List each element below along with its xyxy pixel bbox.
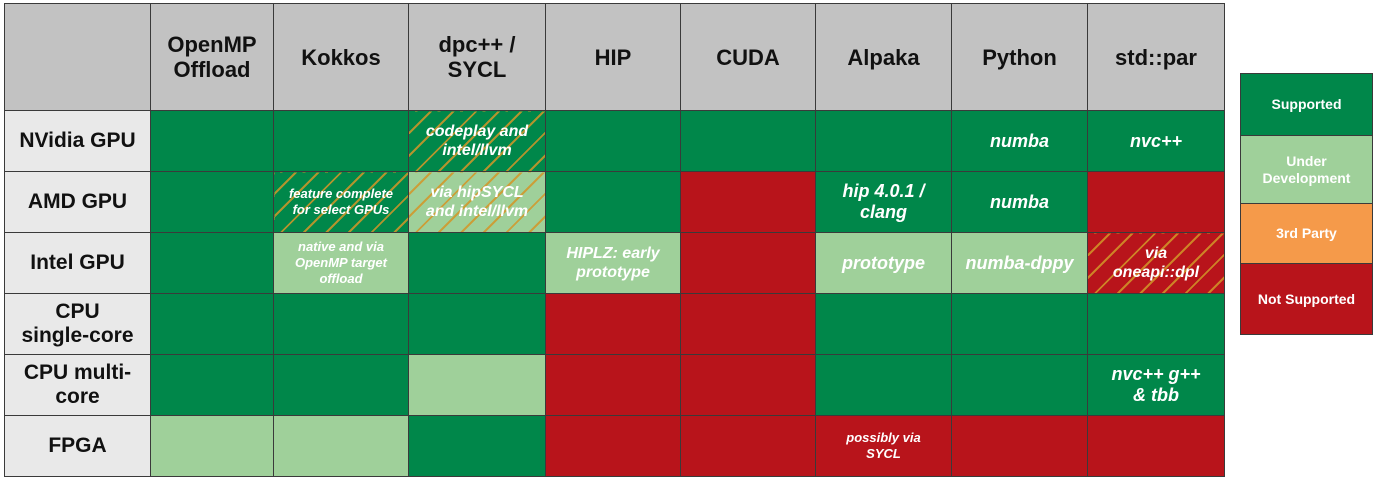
legend-label: Not Supported: [1257, 290, 1356, 307]
row-header-amd-gpu: AMD GPU: [4, 171, 151, 233]
cell-fpga-cuda: [680, 415, 816, 477]
cell-nvidia-gpu-std-par: nvc++: [1087, 110, 1225, 172]
cell-note: native and via OpenMP target offload: [295, 239, 387, 286]
column-header-dpcpp-sycl: dpc++ / SYCL: [408, 3, 546, 111]
matrix-row-nvidia-gpu: NVidia GPU codeplay and intel/llvm numba nv…: [4, 110, 1225, 172]
cell-note: via hipSYCL and intel/llvm: [425, 184, 529, 220]
cell-cpu-single-core-python: [951, 293, 1088, 355]
cell-nvidia-gpu-hip: [545, 110, 681, 172]
cell-note: hip 4.0.1 / clang: [842, 181, 925, 222]
cell-cpu-single-core-kokkos: [273, 293, 409, 355]
column-header-cuda: CUDA: [680, 3, 816, 111]
cell-cpu-multi-core-kokkos: [273, 354, 409, 416]
cell-fpga-hip: [545, 415, 681, 477]
cell-amd-gpu-openmp-offload: [150, 171, 274, 233]
cell-cpu-multi-core-dpcpp-sycl: [408, 354, 546, 416]
cell-note: via oneapi::dpl: [1112, 245, 1200, 281]
cell-intel-gpu-std-par: via oneapi::dpl: [1087, 232, 1225, 294]
support-matrix-table: OpenMP Offload Kokkos dpc++ / SYCL HIP C…: [4, 3, 1225, 477]
cell-cpu-single-core-std-par: [1087, 293, 1225, 355]
cell-cpu-single-core-hip: [545, 293, 681, 355]
cell-amd-gpu-std-par: [1087, 171, 1225, 233]
cell-note: prototype: [842, 252, 925, 273]
cell-amd-gpu-kokkos: feature complete for select GPUs: [273, 171, 409, 233]
cell-amd-gpu-hip: [545, 171, 681, 233]
cell-amd-gpu-alpaka: hip 4.0.1 / clang: [815, 171, 952, 233]
cell-nvidia-gpu-alpaka: [815, 110, 952, 172]
cell-note: HIPLZ: early prototype: [566, 245, 660, 281]
cell-nvidia-gpu-openmp-offload: [150, 110, 274, 172]
cell-amd-gpu-python: numba: [951, 171, 1088, 233]
cell-note: nvc++: [1129, 130, 1183, 151]
legend-item-3rd-party: 3rd Party: [1241, 204, 1372, 264]
cell-cpu-single-core-openmp-offload: [150, 293, 274, 355]
cell-amd-gpu-dpcpp-sycl: via hipSYCL and intel/llvm: [408, 171, 546, 233]
row-header-cpu-single-core: CPU single-core: [4, 293, 151, 355]
cell-note: numba-dppy: [965, 252, 1074, 273]
cell-cpu-multi-core-alpaka: [815, 354, 952, 416]
cell-cpu-single-core-alpaka: [815, 293, 952, 355]
cell-note: codeplay and intel/llvm: [425, 123, 529, 159]
cell-cpu-multi-core-hip: [545, 354, 681, 416]
cell-intel-gpu-alpaka: prototype: [815, 232, 952, 294]
legend-label: Supported: [1271, 96, 1342, 112]
cell-nvidia-gpu-python: numba: [951, 110, 1088, 172]
legend-item-under-development: Under Development: [1241, 136, 1372, 204]
cell-cpu-multi-core-std-par: nvc++ g++ & tbb: [1087, 354, 1225, 416]
matrix-body: NVidia GPU codeplay and intel/llvm numba nv…: [4, 110, 1225, 477]
row-header-cpu-multi-core: CPU multi-core: [4, 354, 151, 416]
cell-fpga-openmp-offload: [150, 415, 274, 477]
corner-cell: [4, 3, 151, 111]
cell-note: nvc++ g++ & tbb: [1111, 364, 1201, 405]
row-header-intel-gpu: Intel GPU: [4, 232, 151, 294]
column-header-std-par: std::par: [1087, 3, 1225, 111]
matrix-row-amd-gpu: AMD GPU feature complete for select GPUs v…: [4, 171, 1225, 233]
cell-cpu-multi-core-python: [951, 354, 1088, 416]
cell-intel-gpu-cuda: [680, 232, 816, 294]
legend-label: Under Development: [1262, 152, 1351, 186]
cell-intel-gpu-openmp-offload: [150, 232, 274, 294]
cell-nvidia-gpu-kokkos: [273, 110, 409, 172]
cell-cpu-single-core-dpcpp-sycl: [408, 293, 546, 355]
legend-label: 3rd Party: [1276, 225, 1337, 241]
cell-note: numba: [989, 191, 1049, 212]
cell-intel-gpu-hip: HIPLZ: early prototype: [545, 232, 681, 294]
cell-fpga-alpaka: possibly via SYCL: [815, 415, 952, 477]
cell-cpu-multi-core-cuda: [680, 354, 816, 416]
cell-nvidia-gpu-dpcpp-sycl: codeplay and intel/llvm: [408, 110, 546, 172]
column-header-kokkos: Kokkos: [273, 3, 409, 111]
legend: Supported Under Development 3rd Party Not S…: [1240, 73, 1373, 335]
column-header-alpaka: Alpaka: [815, 3, 952, 111]
cell-fpga-dpcpp-sycl: [408, 415, 546, 477]
cell-note: possibly via SYCL: [846, 430, 921, 461]
cell-amd-gpu-cuda: [680, 171, 816, 233]
row-header-nvidia-gpu: NVidia GPU: [4, 110, 151, 172]
column-header-openmp-offload: OpenMP Offload: [150, 3, 274, 111]
cell-cpu-single-core-cuda: [680, 293, 816, 355]
cell-nvidia-gpu-cuda: [680, 110, 816, 172]
header-row: OpenMP Offload Kokkos dpc++ / SYCL HIP C…: [4, 3, 1225, 111]
cell-note: feature complete for select GPUs: [288, 186, 394, 217]
column-header-hip: HIP: [545, 3, 681, 111]
column-header-python: Python: [951, 3, 1088, 111]
cell-fpga-kokkos: [273, 415, 409, 477]
cell-intel-gpu-dpcpp-sycl: [408, 232, 546, 294]
cell-note: numba: [989, 130, 1049, 151]
matrix-row-intel-gpu: Intel GPU native and via OpenMP target of…: [4, 232, 1225, 294]
matrix-row-fpga: FPGA possibly via SYCL: [4, 415, 1225, 477]
cell-fpga-python: [951, 415, 1088, 477]
legend-item-not-supported: Not Supported: [1241, 264, 1372, 334]
legend-item-supported: Supported: [1241, 74, 1372, 136]
matrix-row-cpu-single-core: CPU single-core: [4, 293, 1225, 355]
matrix-row-cpu-multi-core: CPU multi-core nvc++ g++ & tbb: [4, 354, 1225, 416]
cell-intel-gpu-python: numba-dppy: [951, 232, 1088, 294]
cell-intel-gpu-kokkos: native and via OpenMP target offload: [273, 232, 409, 294]
row-header-fpga: FPGA: [4, 415, 151, 477]
cell-cpu-multi-core-openmp-offload: [150, 354, 274, 416]
cell-fpga-std-par: [1087, 415, 1225, 477]
